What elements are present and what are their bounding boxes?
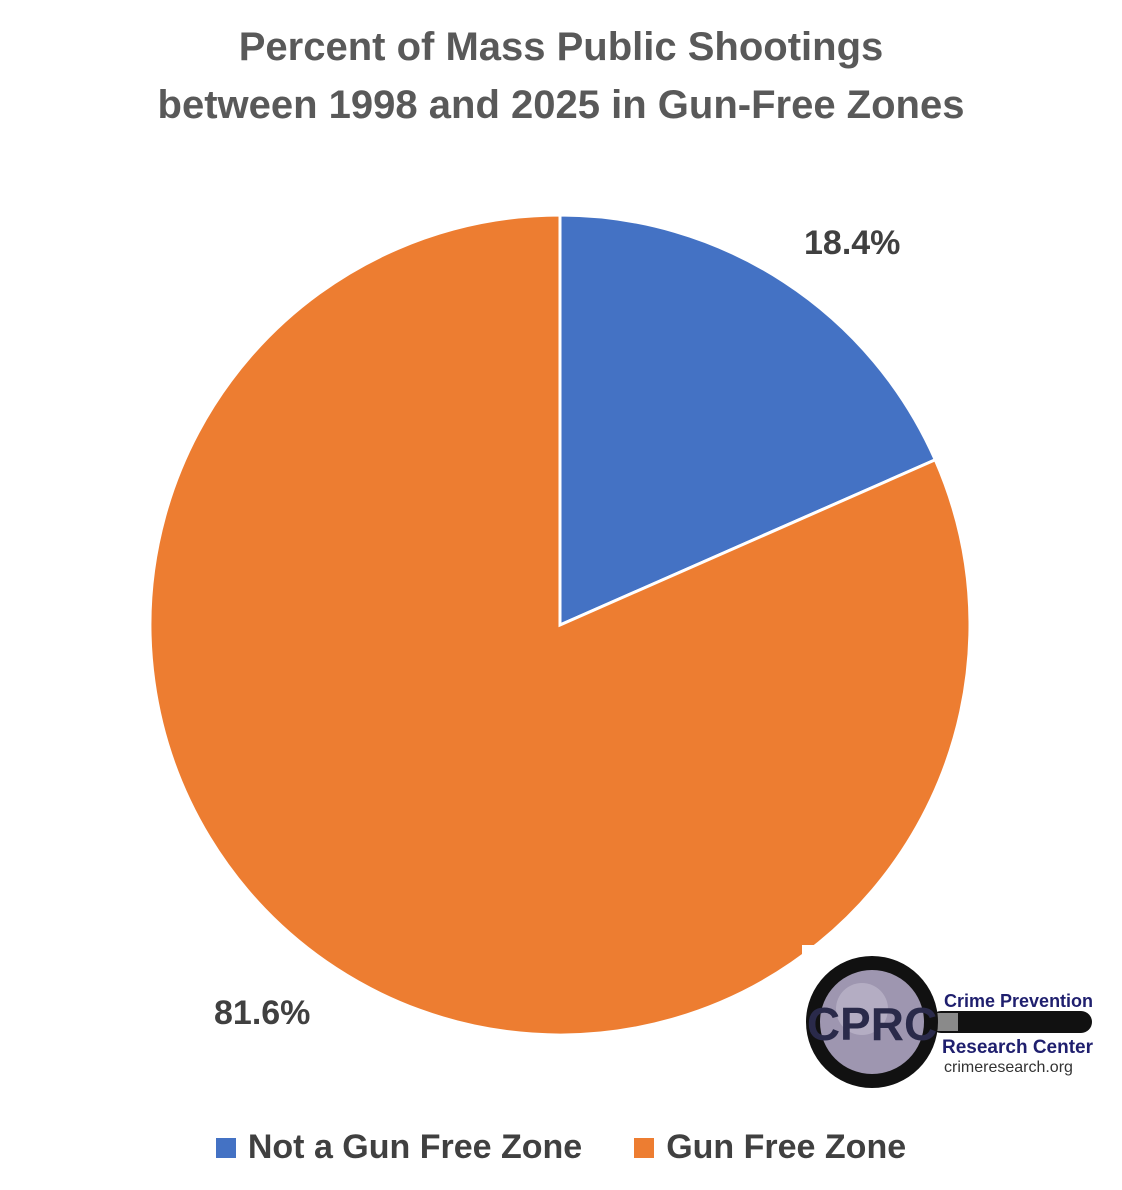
chart-title-line-1: Percent of Mass Public Shootings [238, 25, 884, 69]
logo-initials: CPRC [807, 998, 937, 1050]
legend-label-gun-free: Gun Free Zone [666, 1128, 907, 1166]
data-label-gun-free: 81.6% [214, 994, 311, 1032]
cprc-logo: CPRC Crime Prevention Research Center cr… [802, 945, 1102, 1095]
legend: Not a Gun Free Zone Gun Free Zone [0, 1128, 1122, 1167]
logo-line-1: Crime Prevention [944, 991, 1094, 1011]
legend-item-gun-free: Gun Free Zone [634, 1128, 906, 1167]
logo-line-2: Research Center [942, 1037, 1094, 1058]
magnifier-icon: CPRC [806, 956, 1092, 1088]
chart-title-line-2: between 1998 and 2025 in Gun-Free Zones [157, 83, 965, 127]
pie-slice-gun-free-zone [148, 213, 972, 1037]
chart-title: Percent of Mass Public Shootings between… [0, 18, 1122, 134]
legend-label-not-gun-free: Not a Gun Free Zone [247, 1128, 583, 1166]
logo-url: crimeresearch.org [944, 1059, 1073, 1076]
legend-item-not-gun-free: Not a Gun Free Zone [215, 1128, 583, 1167]
pie-slice-not-a-gun-free-zone [558, 213, 938, 628]
data-label-not-gun-free: 18.4% [804, 224, 901, 262]
legend-swatch-blue [215, 1137, 236, 1158]
legend-swatch-orange [634, 1137, 655, 1158]
